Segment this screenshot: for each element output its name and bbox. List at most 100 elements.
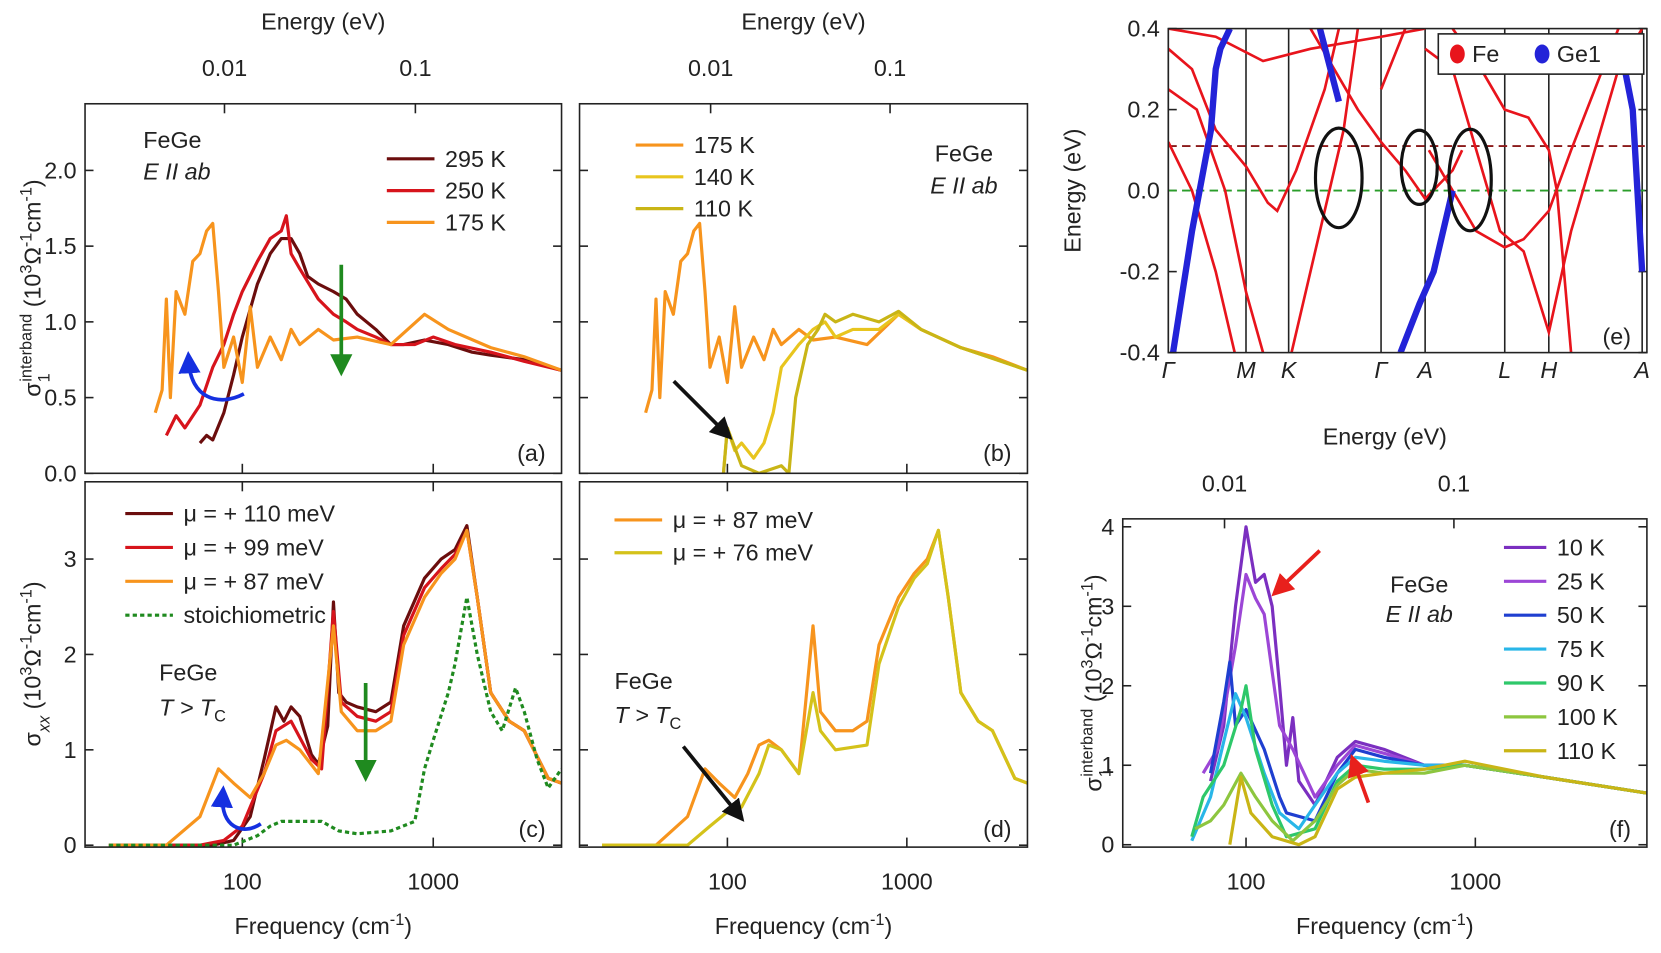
annotation: FeGe [935, 141, 993, 167]
legend-label: 250 K [445, 178, 506, 204]
y-tick-label: 1.5 [44, 233, 76, 259]
label-part: C [214, 707, 226, 725]
legend-label: 75 K [1557, 636, 1605, 662]
legend-label: Ge1 [1557, 41, 1601, 67]
y-axis-label: σ1interband (103Ω-1cm-1) [1079, 574, 1115, 791]
band-line [1309, 28, 1464, 201]
legend-label: 175 K [694, 132, 755, 158]
y-tick-label: -0.4 [1120, 340, 1160, 366]
plot-frame [578, 102, 1029, 475]
y-tick-label: 1 [64, 737, 77, 763]
annotation: FeGe [1390, 572, 1448, 598]
band-line [1168, 88, 1265, 353]
annotation-arrows [178, 126, 1493, 831]
plot-frame [84, 102, 563, 475]
panel-label: (b) [983, 440, 1011, 466]
legend-label: 100 K [1557, 704, 1618, 730]
band-line [1451, 28, 1573, 353]
arrow [1271, 549, 1321, 597]
label-part: Frequency (cm [715, 913, 870, 939]
y-tick-label: 2 [1101, 673, 1114, 699]
label-part: ) [20, 179, 46, 187]
series-line [1228, 759, 1647, 847]
label-part: T > T [614, 702, 671, 728]
x2-tick-label: 0.01 [688, 55, 733, 81]
label-part: interband [1079, 709, 1097, 777]
annotation: FeGe [143, 127, 201, 153]
series-line [153, 221, 562, 414]
band-line [1168, 141, 1236, 353]
x2-axis-label: Energy (eV) [741, 9, 865, 35]
annotation: FeGe [159, 659, 217, 685]
x2-tick-label: 0.1 [399, 55, 431, 81]
label-part: σ [20, 731, 46, 746]
legend-label: μ = + 87 meV [673, 507, 814, 533]
arrow [681, 745, 745, 822]
y-tick-label: 1.0 [44, 309, 76, 335]
legend-label: 110 K [694, 196, 754, 222]
y-tick-label: 3 [1101, 593, 1114, 619]
label-part: 1 [1097, 768, 1115, 777]
annotation: FeGe [614, 668, 672, 694]
label-part: -1 [1079, 582, 1097, 597]
label-part: σ [20, 382, 46, 397]
legend-label: 175 K [445, 209, 506, 235]
y-tick-label: 3 [64, 546, 77, 572]
x2-tick-label: 0.01 [1202, 470, 1247, 496]
y-axis-label: Energy (eV) [1059, 128, 1085, 252]
label-part: -1 [1079, 628, 1097, 643]
arrow [672, 379, 733, 440]
x-tick-label: 1000 [881, 868, 933, 894]
series-line [108, 528, 562, 847]
series-line [108, 528, 562, 847]
panel-label: (a) [517, 440, 545, 466]
label-part: 1 [36, 373, 54, 382]
series-line [108, 595, 562, 847]
label-part: -1 [1451, 911, 1466, 929]
panel-label: (e) [1603, 324, 1631, 350]
label-part: -1 [390, 911, 405, 929]
y-tick-label: -0.2 [1120, 259, 1160, 285]
label-part: interband [18, 314, 36, 382]
x-tick-label: 100 [1227, 868, 1266, 894]
band-line [1424, 28, 1644, 338]
x2-tick-label: 0.1 [874, 55, 906, 81]
arrow [178, 351, 245, 402]
label-part: (10 [20, 274, 46, 314]
label-part: cm [1081, 597, 1107, 628]
annotation: E II ab [143, 159, 210, 185]
annotation: E II ab [930, 172, 997, 198]
x-tick-label: 100 [708, 868, 747, 894]
y-tick-label: 0 [1101, 832, 1114, 858]
legend-label: 140 K [694, 164, 755, 190]
band-line [1169, 28, 1233, 353]
series-line [721, 309, 1028, 474]
legend-marker [1449, 44, 1465, 64]
band-line [1379, 28, 1407, 90]
x2-axis-label: Energy (eV) [1323, 424, 1447, 450]
series-line [1194, 763, 1647, 843]
band-line [1427, 28, 1620, 249]
legend-label: μ = + 76 meV [673, 540, 814, 566]
label-part: -1 [18, 233, 36, 248]
y-tick-label: 0.2 [1127, 97, 1159, 123]
x-tick-label: Γ [1374, 357, 1389, 383]
label-part: Ω [1081, 642, 1107, 659]
highlight-ellipse [1399, 128, 1439, 206]
legend-label: 295 K [445, 146, 506, 172]
x-tick-label: K [1281, 357, 1298, 383]
x-tick-label: 100 [223, 868, 262, 894]
label-part: ) [884, 913, 892, 939]
plot-frame [1121, 518, 1648, 848]
label-part: xx [36, 715, 54, 733]
legend-label: stoichiometric [184, 602, 327, 628]
label-part: ) [1081, 574, 1107, 582]
x-axis-label: Frequency (cm-1) [235, 911, 413, 939]
label-part: -1 [18, 589, 36, 604]
plot-frame [1167, 27, 1648, 354]
legend-label: 25 K [1557, 568, 1605, 594]
y-tick-label: 0.0 [44, 460, 76, 486]
annotation: E II ab [1386, 601, 1453, 627]
x2-axis-label: Energy (eV) [261, 9, 385, 35]
